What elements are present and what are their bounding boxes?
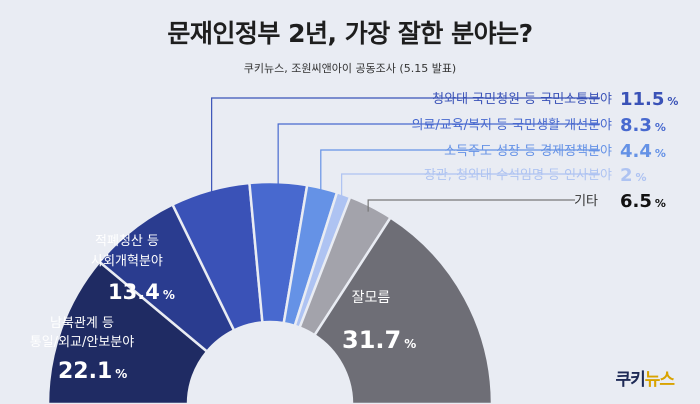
slice-6-label: 기타: [574, 194, 598, 209]
leader-line-6: [367, 199, 575, 212]
slice-2-value: 11.5%: [620, 89, 678, 110]
slice-4-value: 4.4%: [620, 141, 666, 162]
slice-7: [312, 215, 494, 404]
slice-7-label: 잘모름: [352, 290, 391, 306]
slice-1-value: 13.4%: [108, 280, 175, 304]
slice-3-label: 의료/교육/복지 등 국민생활 개선분야: [411, 118, 612, 133]
slice-3-value: 8.3%: [620, 115, 666, 136]
slice-1-label-line2: 사회개혁분야: [91, 254, 163, 269]
chart-title: 문재인정부 2년, 가장 잘한 분야는?: [167, 19, 533, 48]
slice-5-value: 2%: [620, 165, 647, 186]
slice-0-value: 22.1%: [58, 359, 127, 384]
chart-subtitle: 쿠키뉴스, 조원씨앤아이 공동조사 (5.15 발표): [243, 62, 457, 75]
leader-line-2: [211, 97, 600, 197]
leader-line-3: [277, 123, 600, 189]
slice-2-label: 청와대 국민청원 등 국민소통분야: [432, 92, 612, 107]
slice-4-label: 소득주도 성장 등 경제정책분야: [444, 144, 612, 159]
slice-0-label-line2: 통일/외교/안보분야: [30, 335, 134, 350]
kuki-news-logo: 쿠키뉴스: [615, 370, 675, 390]
leader-line-5: [341, 173, 600, 201]
slice-1-label-line1: 적폐청산 등: [95, 234, 159, 249]
slice-7-value: 31.7%: [342, 326, 416, 354]
leader-line-4: [320, 149, 600, 195]
slice-5-label: 장관, 청와대 수석임명 등 인사분야: [424, 168, 612, 183]
slice-0: [46, 260, 209, 404]
slice-6-value: 6.5%: [620, 191, 666, 212]
slice-0-label-line1: 남북관계 등: [50, 316, 114, 331]
